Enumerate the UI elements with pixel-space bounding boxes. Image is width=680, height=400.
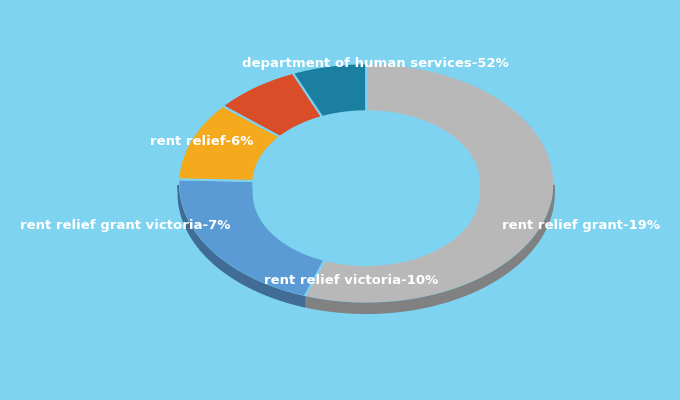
Polygon shape [178,106,280,181]
Polygon shape [178,185,305,307]
Polygon shape [293,63,367,117]
Polygon shape [222,73,322,137]
Polygon shape [305,185,554,313]
Polygon shape [178,179,329,297]
Polygon shape [329,184,479,265]
Polygon shape [293,63,367,117]
Polygon shape [178,179,329,297]
Polygon shape [254,184,329,261]
Polygon shape [178,106,280,181]
Polygon shape [305,63,554,303]
Text: rent relief grant victoria-7%: rent relief grant victoria-7% [20,218,231,232]
Polygon shape [305,63,554,303]
Text: rent relief victoria-10%: rent relief victoria-10% [264,274,439,286]
Polygon shape [222,73,322,137]
Text: rent relief grant-19%: rent relief grant-19% [502,218,660,232]
Text: department of human services-52%: department of human services-52% [242,57,509,70]
Text: rent relief-6%: rent relief-6% [150,135,254,148]
